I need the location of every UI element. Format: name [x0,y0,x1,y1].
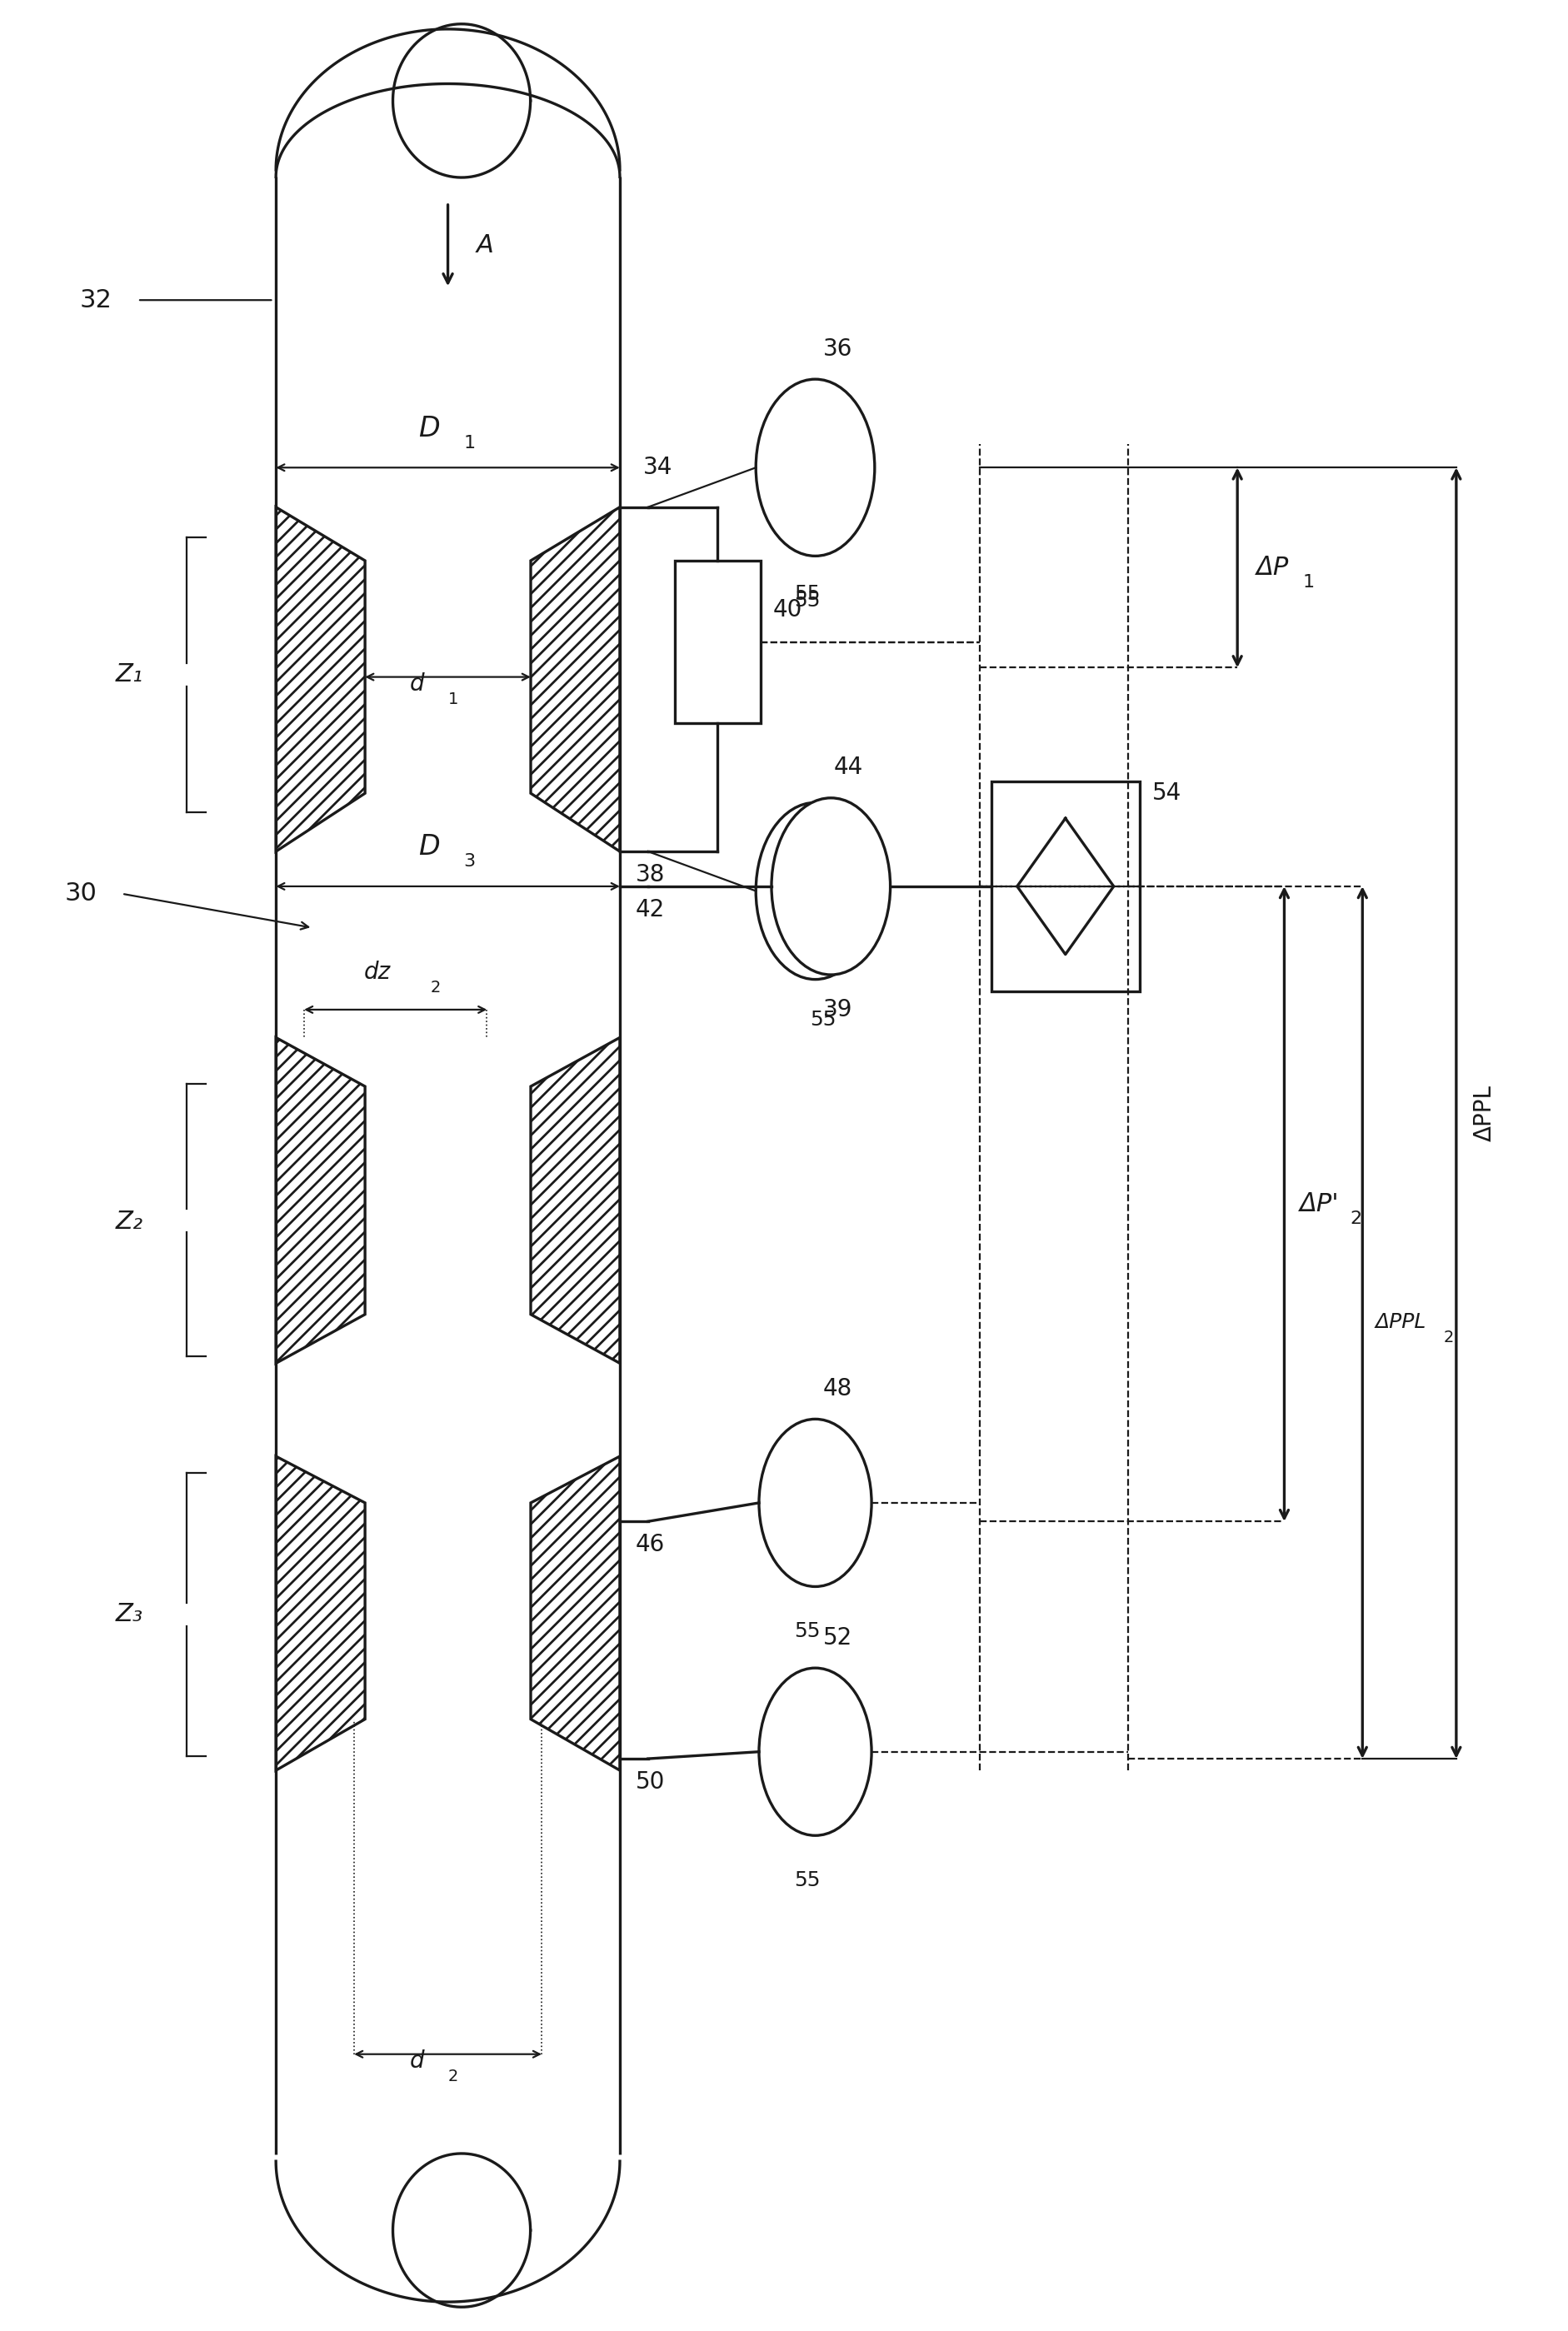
Text: 50: 50 [635,1769,665,1793]
Text: 32: 32 [80,289,113,312]
Polygon shape [530,1037,619,1364]
Text: Z₁: Z₁ [116,662,143,688]
Text: 2: 2 [1444,1331,1454,1345]
Text: 1: 1 [1303,573,1316,590]
Text: 55: 55 [795,1622,820,1641]
Polygon shape [276,508,365,851]
Text: 2: 2 [448,2068,458,2084]
Text: Z₂: Z₂ [116,1210,143,1233]
Text: d: d [409,671,423,695]
Bar [674,562,760,723]
Text: ΔPPL: ΔPPL [1472,1084,1496,1142]
Text: 34: 34 [643,457,673,480]
Text: 48: 48 [823,1378,853,1401]
Polygon shape [276,1457,365,1769]
Text: ΔP': ΔP' [1300,1191,1339,1217]
Text: dz: dz [364,960,390,984]
Text: D: D [419,832,441,860]
Circle shape [771,797,891,974]
Text: 2: 2 [1350,1210,1361,1226]
Text: 1: 1 [448,692,458,706]
Text: ΔPPL: ΔPPL [1375,1312,1425,1333]
Text: Z₃: Z₃ [116,1601,143,1627]
Text: 36: 36 [823,338,853,361]
Text: 55: 55 [795,1869,820,1890]
Polygon shape [530,508,619,851]
Text: A: A [477,233,494,256]
Circle shape [759,1420,872,1587]
Text: 46: 46 [635,1534,665,1557]
Text: 38: 38 [635,862,665,886]
Text: 55: 55 [795,583,820,604]
Polygon shape [530,1457,619,1769]
Text: 3: 3 [464,853,475,869]
Text: 2: 2 [431,979,441,995]
Text: 39: 39 [823,998,853,1021]
Text: 55: 55 [795,590,820,611]
Text: 1: 1 [464,434,475,452]
Polygon shape [276,1037,365,1364]
Text: 44: 44 [834,755,864,779]
Bar [991,781,1140,991]
Circle shape [756,802,875,979]
Text: d: d [409,2049,423,2072]
Circle shape [759,1669,872,1834]
Text: 40: 40 [773,597,803,620]
Text: 55: 55 [811,1009,836,1030]
Text: 30: 30 [64,881,97,904]
Text: 54: 54 [1152,781,1182,804]
Text: 42: 42 [635,897,665,921]
Text: D: D [419,415,441,443]
Text: ΔP: ΔP [1256,555,1289,580]
Text: 52: 52 [823,1627,853,1650]
Circle shape [756,380,875,557]
